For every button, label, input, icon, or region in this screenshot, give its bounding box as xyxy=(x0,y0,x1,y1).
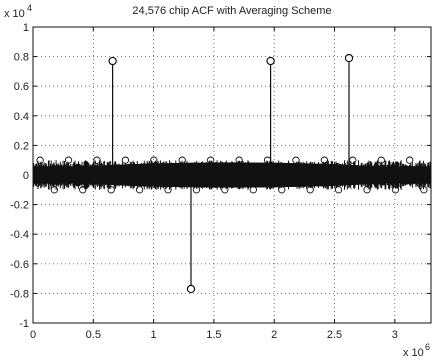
x-multiplier: x 10 xyxy=(403,347,424,359)
x-tick-label: 3 xyxy=(392,329,398,341)
plot-area: 0 0.5 1 1.5 2 2.5 3 1 0.8 0.6 0.4 0.2 0 -0.2 -0.4 -0.6 -… xyxy=(10,22,431,341)
x-tick-label: 0 xyxy=(30,329,36,341)
peak-marker xyxy=(187,285,194,292)
x-tick-label: 0.5 xyxy=(86,329,101,341)
y-tick-label: -0.2 xyxy=(10,200,29,212)
y-tick-label: -1 xyxy=(19,318,29,330)
x-tick-label: 2.5 xyxy=(327,329,342,341)
y-tick-label: 0.8 xyxy=(14,52,29,64)
x-tick-label: 2 xyxy=(271,329,277,341)
y-tick-label: 0.2 xyxy=(14,140,29,152)
peak-marker xyxy=(267,57,274,64)
x-exponent: 6 xyxy=(425,342,430,352)
peak-marker xyxy=(109,57,116,64)
y-multiplier: x 10 xyxy=(4,8,25,20)
x-exponent-label: x 10 6 xyxy=(403,342,430,359)
noise-band-core xyxy=(33,162,431,187)
y-exponent-label: x 10 4 xyxy=(4,3,32,20)
y-tick-label: -0.4 xyxy=(10,229,29,241)
x-tick-label: 1 xyxy=(151,329,157,341)
peak-marker xyxy=(345,54,352,61)
y-tick-label: 0.4 xyxy=(14,111,29,123)
y-tick-label: -0.6 xyxy=(10,259,29,271)
y-tick-label: 1 xyxy=(23,22,29,34)
y-exponent: 4 xyxy=(27,3,32,13)
y-tick-label: -0.8 xyxy=(10,288,29,300)
x-tick-label: 1.5 xyxy=(206,329,221,341)
y-tick-label: 0 xyxy=(23,170,29,182)
chart-title: 24,576 chip ACF with Averaging Scheme xyxy=(132,5,331,17)
y-tick-label: 0.6 xyxy=(14,81,29,93)
